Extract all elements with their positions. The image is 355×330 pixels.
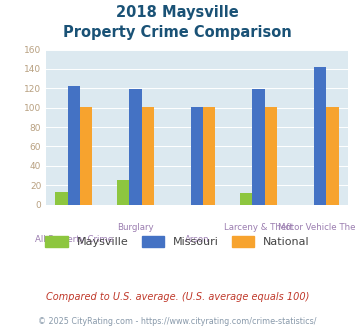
Bar (55, 192, 68, 205)
Bar (68, 86, 80, 205)
Bar (314, 67, 326, 205)
Text: © 2025 CityRating.com - https://www.cityrating.com/crime-statistics/: © 2025 CityRating.com - https://www.city… (38, 317, 317, 326)
Text: Arson: Arson (185, 235, 209, 244)
Bar (142, 107, 154, 205)
Bar (191, 107, 203, 205)
Text: Burglary: Burglary (117, 223, 154, 232)
Bar (129, 89, 142, 205)
Bar (240, 193, 252, 205)
Bar (117, 181, 129, 205)
Text: 2018 Maysville: 2018 Maysville (116, 5, 239, 20)
Bar (265, 107, 277, 205)
Bar (326, 107, 339, 205)
Legend: Maysville, Missouri, National: Maysville, Missouri, National (41, 232, 314, 252)
Text: Larceny & Theft: Larceny & Theft (224, 223, 293, 232)
Bar (203, 107, 215, 205)
Text: Motor Vehicle Theft: Motor Vehicle Theft (278, 223, 355, 232)
Text: All Property Crime: All Property Crime (35, 235, 113, 244)
Bar (80, 107, 92, 205)
Text: Compared to U.S. average. (U.S. average equals 100): Compared to U.S. average. (U.S. average … (46, 292, 309, 302)
Bar (252, 89, 265, 205)
Text: Property Crime Comparison: Property Crime Comparison (63, 25, 292, 40)
